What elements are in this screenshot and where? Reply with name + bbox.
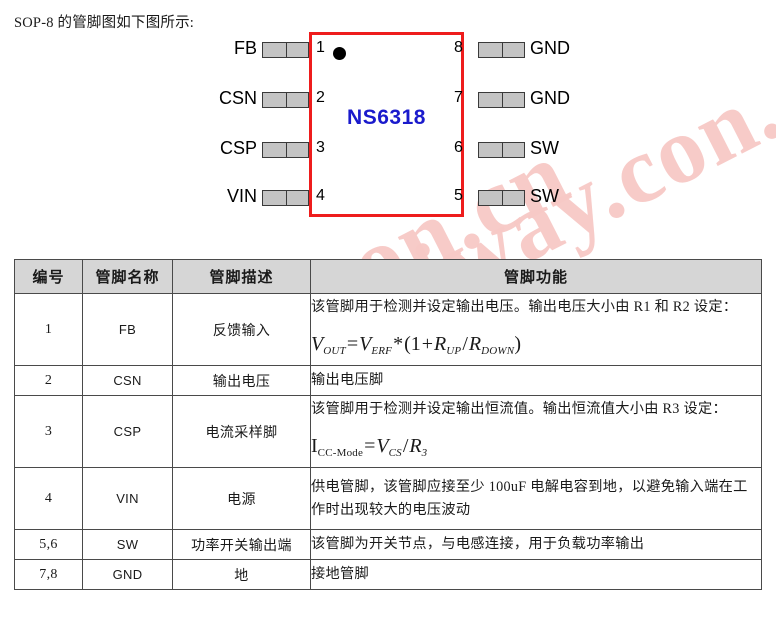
pin1-indicator-dot	[333, 47, 346, 60]
pin-label-vin: VIN	[226, 186, 257, 206]
pin-description-table: 编号 管脚名称 管脚描述 管脚功能 1 FB 反馈输入 该管脚用于检测并设定输出…	[14, 259, 762, 590]
pin-row-left-2: CSN 2	[219, 88, 325, 110]
pinout-diagram: NS6318 FB 1 CSN 2 CSP 3 VIN 4 8 GND 7 GN…	[219, 32, 575, 222]
formula-vout: VOUT=VERF*(1+RUP/RDOWN)	[311, 332, 521, 357]
formula-icc: ICC-Mode=VCS/R3	[311, 434, 428, 459]
pin-row-right-7: 7 GND	[454, 88, 575, 110]
pin-label-gnd-8: GND	[530, 38, 570, 58]
table-row: 3 CSP 电流采样脚 该管脚用于检测并设定输出恒流值。输出恒流值大小由 R3 …	[14, 395, 762, 468]
pin-label-fb: FB	[233, 38, 257, 58]
pin-row-left-1: FB 1	[225, 38, 325, 60]
column-header-func: 管脚功能	[310, 259, 762, 294]
pin-lead-5	[478, 190, 525, 206]
cell-pin-no: 7,8	[14, 559, 83, 590]
pin-number-5: 5	[454, 187, 463, 204]
pin-label-gnd-7: GND	[530, 88, 570, 108]
cell-pin-func: 该管脚用于检测并设定输出电压。输出电压大小由 R1 和 R2 设定： VOUT=…	[310, 293, 762, 366]
pin-number-2: 2	[316, 89, 325, 106]
cell-pin-no: 1	[14, 293, 83, 366]
cell-pin-name: CSN	[82, 365, 173, 396]
pin-number-3: 3	[316, 139, 325, 156]
cell-pin-desc: 电源	[172, 467, 311, 530]
func-text: 该管脚用于检测并设定输出恒流值。输出恒流值大小由 R3 设定：	[311, 400, 728, 417]
table-row: 5,6 SW 功率开关输出端 该管脚为开关节点，与电感连接，用于负载功率输出	[14, 529, 762, 560]
pin-number-6: 6	[454, 139, 463, 156]
table-row: 4 VIN 电源 供电管脚，该管脚应接至少 100uF 电解电容到地，以避免输入…	[14, 467, 762, 530]
column-header-name: 管脚名称	[82, 259, 173, 294]
column-header-desc: 管脚描述	[172, 259, 311, 294]
func-text: 该管脚用于检测并设定输出电压。输出电压大小由 R1 和 R2 设定：	[311, 298, 738, 315]
cell-pin-desc: 地	[172, 559, 311, 590]
pin-lead-4	[262, 190, 309, 206]
pin-row-right-5: 5 SW	[454, 186, 575, 208]
pin-lead-6	[478, 142, 525, 158]
pin-number-4: 4	[316, 187, 325, 204]
cell-pin-no: 4	[14, 467, 83, 530]
table-header-row: 编号 管脚名称 管脚描述 管脚功能	[14, 259, 762, 294]
cell-pin-desc: 输出电压	[172, 365, 311, 396]
pin-row-right-8: 8 GND	[454, 38, 575, 60]
column-header-no: 编号	[14, 259, 83, 294]
cell-pin-desc: 电流采样脚	[172, 395, 311, 468]
pin-row-right-6: 6 SW	[454, 138, 575, 160]
pin-lead-8	[478, 42, 525, 58]
cell-pin-func: 接地管脚	[310, 559, 762, 590]
cell-pin-name: GND	[82, 559, 173, 590]
pin-label-sw-6: SW	[530, 138, 559, 158]
pin-label-sw-5: SW	[530, 186, 559, 206]
pin-lead-2	[262, 92, 309, 108]
pin-row-left-4: VIN 4	[225, 186, 325, 208]
pin-lead-3	[262, 142, 309, 158]
pin-label-csn: CSN	[218, 88, 257, 108]
package-body-outline	[309, 32, 464, 217]
cell-pin-name: CSP	[82, 395, 173, 468]
cell-pin-no: 2	[14, 365, 83, 396]
cell-pin-desc: 反馈输入	[172, 293, 311, 366]
table-row: 2 CSN 输出电压 输出电压脚	[14, 365, 762, 396]
cell-pin-name: FB	[82, 293, 173, 366]
part-number-label: NS6318	[347, 106, 426, 129]
cell-pin-no: 5,6	[14, 529, 83, 560]
cell-pin-func: 供电管脚，该管脚应接至少 100uF 电解电容到地，以避免输入端在工作时出现较大…	[310, 467, 762, 530]
table-row: 7,8 GND 地 接地管脚	[14, 559, 762, 590]
pin-lead-1	[262, 42, 309, 58]
cell-pin-name: SW	[82, 529, 173, 560]
cell-pin-desc: 功率开关输出端	[172, 529, 311, 560]
pin-label-csp: CSP	[219, 138, 257, 158]
page-intro-text: SOP-8 的管脚图如下图所示:	[14, 15, 195, 31]
pin-row-left-3: CSP 3	[220, 138, 325, 160]
pin-number-1: 1	[316, 39, 325, 56]
cell-pin-func: 输出电压脚	[310, 365, 762, 396]
pin-lead-7	[478, 92, 525, 108]
cell-pin-name: VIN	[82, 467, 173, 530]
pin-number-7: 7	[454, 89, 463, 106]
cell-pin-no: 3	[14, 395, 83, 468]
pin-number-8: 8	[454, 39, 463, 56]
cell-pin-func: 该管脚用于检测并设定输出恒流值。输出恒流值大小由 R3 设定： ICC-Mode…	[310, 395, 762, 468]
table-row: 1 FB 反馈输入 该管脚用于检测并设定输出电压。输出电压大小由 R1 和 R2…	[14, 293, 762, 366]
cell-pin-func: 该管脚为开关节点，与电感连接，用于负载功率输出	[310, 529, 762, 560]
